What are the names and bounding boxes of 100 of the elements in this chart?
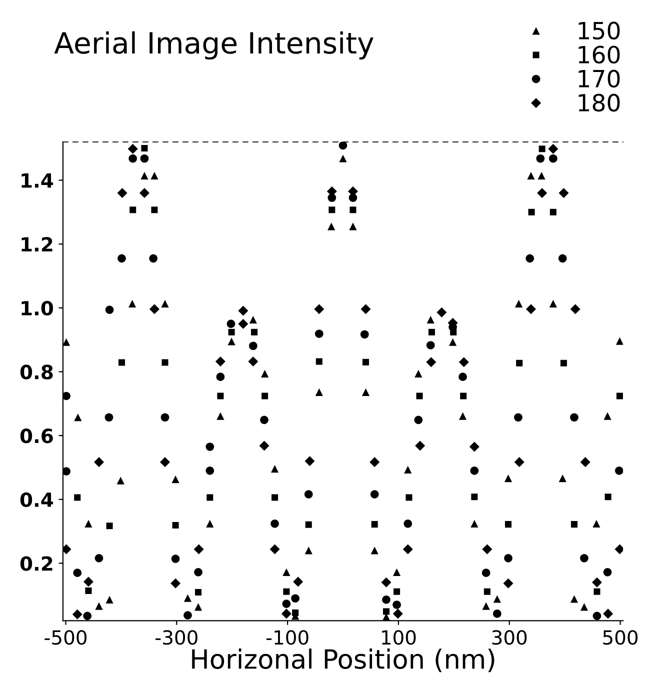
point bbox=[570, 413, 578, 422]
point bbox=[228, 338, 236, 346]
point bbox=[436, 307, 447, 318]
point bbox=[261, 370, 269, 378]
point bbox=[83, 612, 92, 620]
point bbox=[458, 412, 467, 420]
point bbox=[150, 172, 158, 180]
point bbox=[170, 578, 181, 588]
point bbox=[282, 568, 290, 576]
point bbox=[460, 392, 467, 400]
point bbox=[206, 520, 214, 528]
point bbox=[558, 474, 566, 482]
point bbox=[172, 476, 180, 484]
point bbox=[415, 440, 426, 451]
point bbox=[248, 356, 258, 367]
point bbox=[251, 328, 258, 336]
legend-label: 180 bbox=[578, 94, 620, 112]
point bbox=[416, 392, 423, 400]
point bbox=[458, 372, 467, 382]
point bbox=[118, 359, 125, 366]
point bbox=[616, 392, 623, 400]
point bbox=[304, 490, 313, 498]
point bbox=[74, 494, 81, 501]
point bbox=[402, 544, 413, 554]
point bbox=[550, 208, 556, 216]
point bbox=[603, 568, 612, 576]
point bbox=[484, 588, 490, 595]
point bbox=[514, 457, 524, 468]
point bbox=[162, 359, 168, 366]
point bbox=[160, 457, 170, 468]
point bbox=[217, 392, 224, 400]
point bbox=[470, 466, 479, 475]
x-tick-label: -100 bbox=[266, 630, 308, 645]
point bbox=[128, 144, 138, 154]
point bbox=[350, 206, 356, 214]
point bbox=[426, 316, 434, 324]
point bbox=[516, 360, 523, 366]
point bbox=[94, 554, 104, 562]
point bbox=[360, 304, 371, 314]
point bbox=[226, 320, 236, 328]
point bbox=[194, 544, 204, 554]
x-tick-label: -500 bbox=[44, 630, 86, 645]
point bbox=[249, 316, 257, 324]
point bbox=[339, 154, 347, 162]
point bbox=[62, 544, 72, 554]
point bbox=[371, 521, 378, 528]
point bbox=[314, 330, 324, 338]
legend-label: 170 bbox=[578, 70, 620, 88]
point bbox=[370, 490, 379, 498]
point bbox=[128, 300, 136, 308]
point bbox=[184, 594, 192, 602]
y-tick-label: 0.2 bbox=[20, 556, 52, 571]
point bbox=[471, 494, 478, 500]
point bbox=[570, 521, 578, 528]
point bbox=[504, 554, 512, 562]
y-tick-label: 0.6 bbox=[20, 428, 53, 444]
point bbox=[292, 609, 299, 616]
point bbox=[72, 609, 82, 620]
point bbox=[262, 392, 268, 400]
point bbox=[349, 222, 357, 230]
point bbox=[83, 576, 94, 587]
point bbox=[184, 611, 192, 620]
point bbox=[128, 154, 137, 163]
point bbox=[272, 494, 278, 501]
point bbox=[549, 154, 558, 163]
point bbox=[537, 188, 548, 198]
point bbox=[140, 154, 149, 163]
x-tick-label: 300 bbox=[492, 630, 527, 645]
point bbox=[594, 588, 600, 595]
point bbox=[316, 358, 322, 365]
point bbox=[580, 554, 588, 562]
point bbox=[328, 206, 336, 214]
point bbox=[149, 254, 158, 263]
point bbox=[406, 494, 412, 501]
point bbox=[616, 337, 624, 345]
point bbox=[392, 608, 403, 619]
point bbox=[394, 588, 400, 595]
point bbox=[414, 416, 423, 424]
point bbox=[139, 188, 150, 198]
point bbox=[362, 358, 369, 366]
point bbox=[338, 142, 348, 150]
point bbox=[161, 300, 169, 308]
point bbox=[151, 206, 158, 214]
point bbox=[381, 577, 392, 588]
point bbox=[548, 144, 558, 154]
point bbox=[106, 596, 114, 604]
point bbox=[549, 300, 557, 308]
point bbox=[194, 568, 202, 576]
point bbox=[62, 338, 70, 346]
point bbox=[526, 304, 536, 314]
point bbox=[404, 520, 412, 528]
point bbox=[492, 610, 502, 618]
point bbox=[293, 576, 304, 587]
point bbox=[85, 587, 92, 594]
point bbox=[141, 145, 148, 152]
point bbox=[392, 600, 401, 609]
point bbox=[117, 188, 128, 198]
point bbox=[62, 392, 70, 400]
point bbox=[304, 546, 312, 554]
point bbox=[194, 603, 202, 611]
